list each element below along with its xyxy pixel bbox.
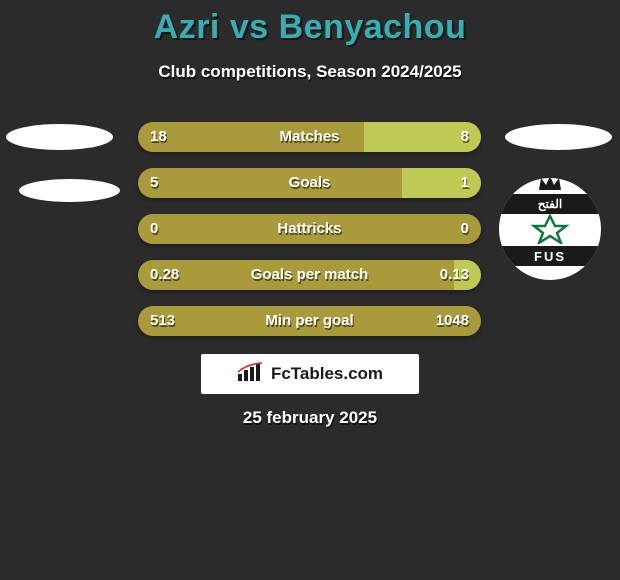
page-subtitle: Club competitions, Season 2024/2025	[0, 62, 620, 82]
metric-row: 513Min per goal1048	[138, 306, 481, 336]
metric-label: Matches	[138, 122, 481, 152]
metric-row: 5Goals1	[138, 168, 481, 198]
page-title: Azri vs Benyachou	[0, 8, 620, 47]
source-logo-text: FcTables.com	[271, 364, 383, 384]
metric-value-right: 0.13	[440, 260, 469, 290]
generation-date: 25 february 2025	[0, 408, 620, 428]
metric-value-right: 1048	[436, 306, 469, 336]
metric-value-right: 1	[461, 168, 469, 198]
crown-icon	[537, 178, 563, 194]
metric-row: 18Matches8	[138, 122, 481, 152]
badge-text-bottom: FUS	[499, 246, 601, 266]
metric-label: Goals per match	[138, 260, 481, 290]
comparison-infographic: Azri vs Benyachou Club competitions, Sea…	[0, 0, 620, 580]
player-right-silhouette-top	[505, 124, 612, 150]
metric-label: Min per goal	[138, 306, 481, 336]
metric-label: Hattricks	[138, 214, 481, 244]
player-left-silhouette-top	[6, 124, 113, 150]
badge-text-top: الفتح	[499, 194, 601, 214]
metric-value-right: 8	[461, 122, 469, 152]
source-logo: FcTables.com	[201, 354, 419, 394]
comparison-bars: 18Matches8 5Goals1 0Hattricks0 0.28Goals pe…	[138, 122, 481, 352]
metric-label: Goals	[138, 168, 481, 198]
metric-row: 0.28Goals per match0.13	[138, 260, 481, 290]
metric-row: 0Hattricks0	[138, 214, 481, 244]
player-right-club-badge: الفتح FUS	[499, 178, 601, 280]
player-left-silhouette-bottom	[19, 179, 120, 202]
bar-chart-icon	[237, 362, 265, 387]
metric-value-right: 0	[461, 214, 469, 244]
star-icon	[521, 214, 579, 244]
